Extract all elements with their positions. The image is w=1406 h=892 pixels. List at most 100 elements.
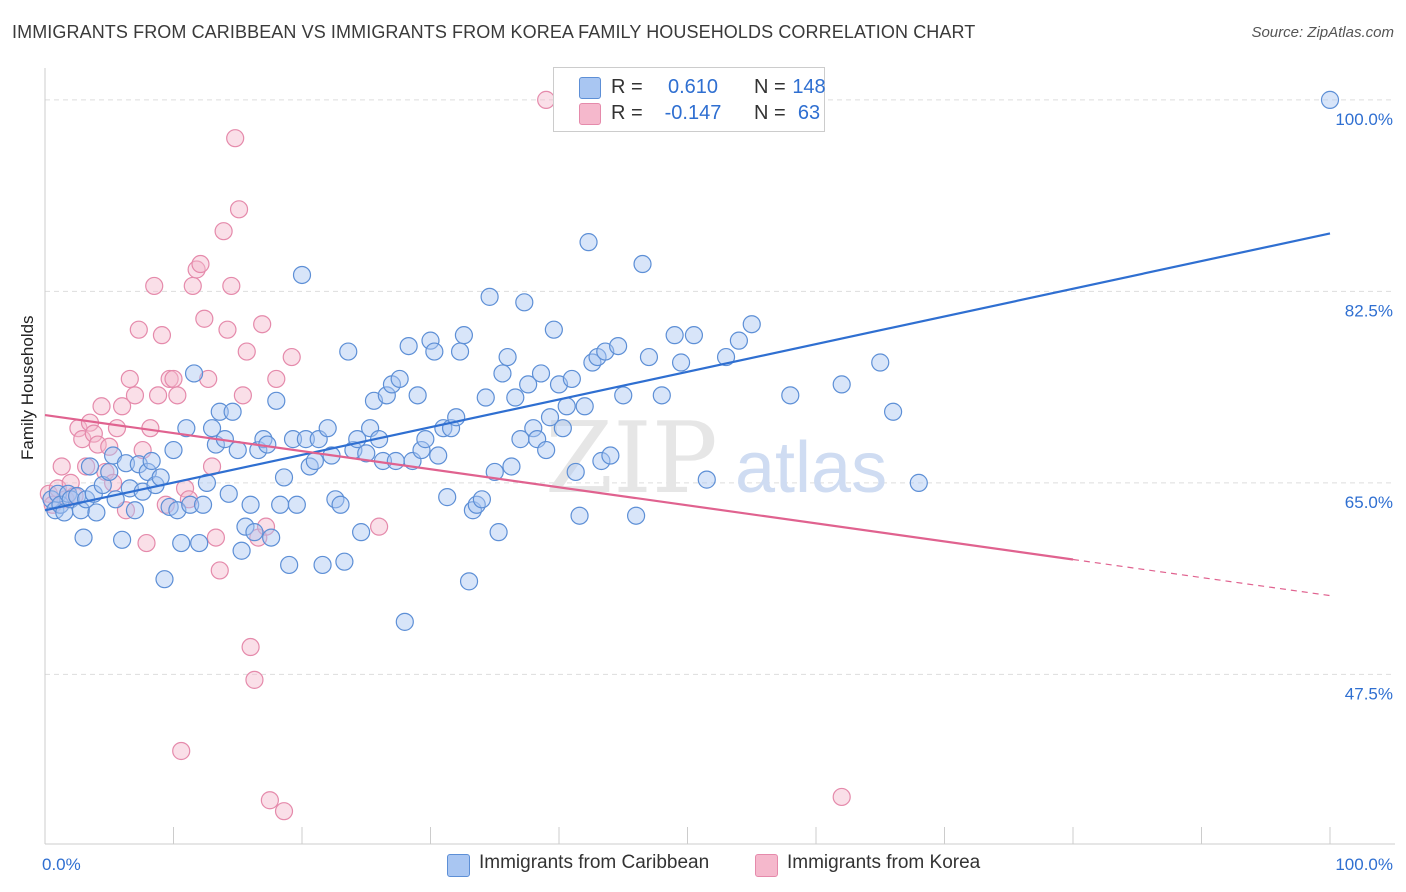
source-label: Source: ZipAtlas.com <box>1251 24 1394 41</box>
caribbean-point <box>125 501 145 520</box>
caribbean-point <box>537 440 556 460</box>
caribbean-point <box>267 391 286 410</box>
n-label: N = <box>754 76 786 98</box>
caribbean-point <box>357 444 376 463</box>
caribbean-point <box>236 517 255 536</box>
trend-lines <box>44 232 1331 597</box>
caribbean-point <box>421 331 440 350</box>
korea-point <box>88 435 107 454</box>
caribbean-point <box>639 347 659 367</box>
n-label: N = <box>754 102 786 124</box>
x-tick-label: 0.0% <box>42 855 81 874</box>
korea-point <box>226 129 245 148</box>
caribbean-point <box>832 375 851 394</box>
caribbean-point <box>544 320 563 339</box>
korea-point <box>214 222 233 241</box>
legend-label-korea: Immigrants from Korea <box>787 852 981 873</box>
caribbean-point <box>429 446 448 465</box>
korea-point <box>145 276 164 296</box>
korea-point <box>100 437 119 456</box>
caribbean-point <box>450 342 470 361</box>
caribbean-point <box>570 506 589 525</box>
caribbean-point <box>271 495 290 514</box>
korea-point <box>832 787 851 807</box>
y-tick-label: 100.0% <box>1335 110 1393 129</box>
caribbean-point <box>697 470 716 489</box>
korea-point <box>164 369 183 389</box>
caribbean-point <box>223 402 242 421</box>
caribbean-point <box>416 430 435 449</box>
caribbean-point <box>524 419 543 438</box>
caribbean-point <box>352 523 371 542</box>
caribbean-point <box>399 337 418 356</box>
korea-point <box>222 276 241 296</box>
legend-swatch-caribbean <box>447 854 470 877</box>
caribbean-point <box>100 462 119 482</box>
caribbean-point <box>472 490 491 509</box>
n-value: 63 <box>797 102 821 124</box>
caribbean-point <box>87 503 106 522</box>
korea-points <box>39 90 851 821</box>
korea-point <box>233 386 252 405</box>
caribbean-point <box>566 462 585 482</box>
caribbean-point <box>296 430 315 449</box>
korea-point <box>84 424 103 443</box>
caribbean-point <box>729 331 749 350</box>
caribbean-point <box>485 462 504 482</box>
caribbean-point <box>557 397 576 416</box>
caribbean-point <box>305 451 324 471</box>
caribbean-point <box>425 342 444 361</box>
caribbean-point <box>633 254 652 274</box>
caribbean-point <box>112 530 132 549</box>
caribbean-point <box>245 523 264 542</box>
watermark-zip: ZIP <box>545 402 718 516</box>
caribbean-point <box>318 419 337 438</box>
caribbean-point <box>377 386 396 405</box>
caribbean-point <box>386 451 405 471</box>
caribbean-point <box>579 233 598 252</box>
korea-point <box>112 397 132 416</box>
caribbean-point <box>408 386 427 405</box>
korea-point <box>274 802 294 821</box>
tick-labels: 100.0% 82.5% 65.0% 47.5% 0.0% 100.0% <box>42 110 1393 874</box>
caribbean-point <box>210 402 229 421</box>
caribbean-point <box>190 533 209 553</box>
caribbean-point <box>438 488 457 507</box>
korea-trend-extension <box>1072 558 1331 597</box>
caribbean-point <box>626 506 646 525</box>
caribbean-point <box>883 402 903 421</box>
caribbean-point <box>684 326 704 345</box>
caribbean-points <box>42 90 1340 631</box>
korea-point <box>107 419 127 438</box>
caribbean-point <box>335 552 354 571</box>
korea-point <box>77 457 96 476</box>
caribbean-point <box>228 440 247 460</box>
caribbean-point <box>241 495 260 514</box>
axes <box>44 68 1395 845</box>
korea-point <box>210 561 229 580</box>
caribbean-point <box>300 457 319 476</box>
korea-point <box>148 386 168 405</box>
caribbean-point <box>519 375 538 394</box>
caribbean-point <box>540 408 560 427</box>
caribbean-point <box>592 451 611 471</box>
caribbean-point <box>155 570 174 589</box>
caribbean-trend-line <box>44 232 1331 512</box>
stats-box: R = 0.610 N = 148 R = -0.147 N = 63 <box>553 67 826 132</box>
caribbean-point <box>395 612 414 631</box>
caribbean-swatch <box>579 77 601 99</box>
n-value: 148 <box>792 76 826 98</box>
caribbean-point <box>287 495 306 514</box>
caribbean-point <box>489 523 508 542</box>
caribbean-point <box>665 326 684 345</box>
korea-point <box>237 342 256 361</box>
caribbean-point <box>412 440 431 460</box>
caribbean-point <box>459 572 479 591</box>
x-tick-label: 100.0% <box>1335 855 1393 874</box>
caribbean-point <box>232 541 251 560</box>
caribbean-point <box>142 451 161 471</box>
caribbean-point <box>1320 90 1340 109</box>
caribbean-point <box>331 495 350 514</box>
caribbean-point <box>498 347 517 367</box>
